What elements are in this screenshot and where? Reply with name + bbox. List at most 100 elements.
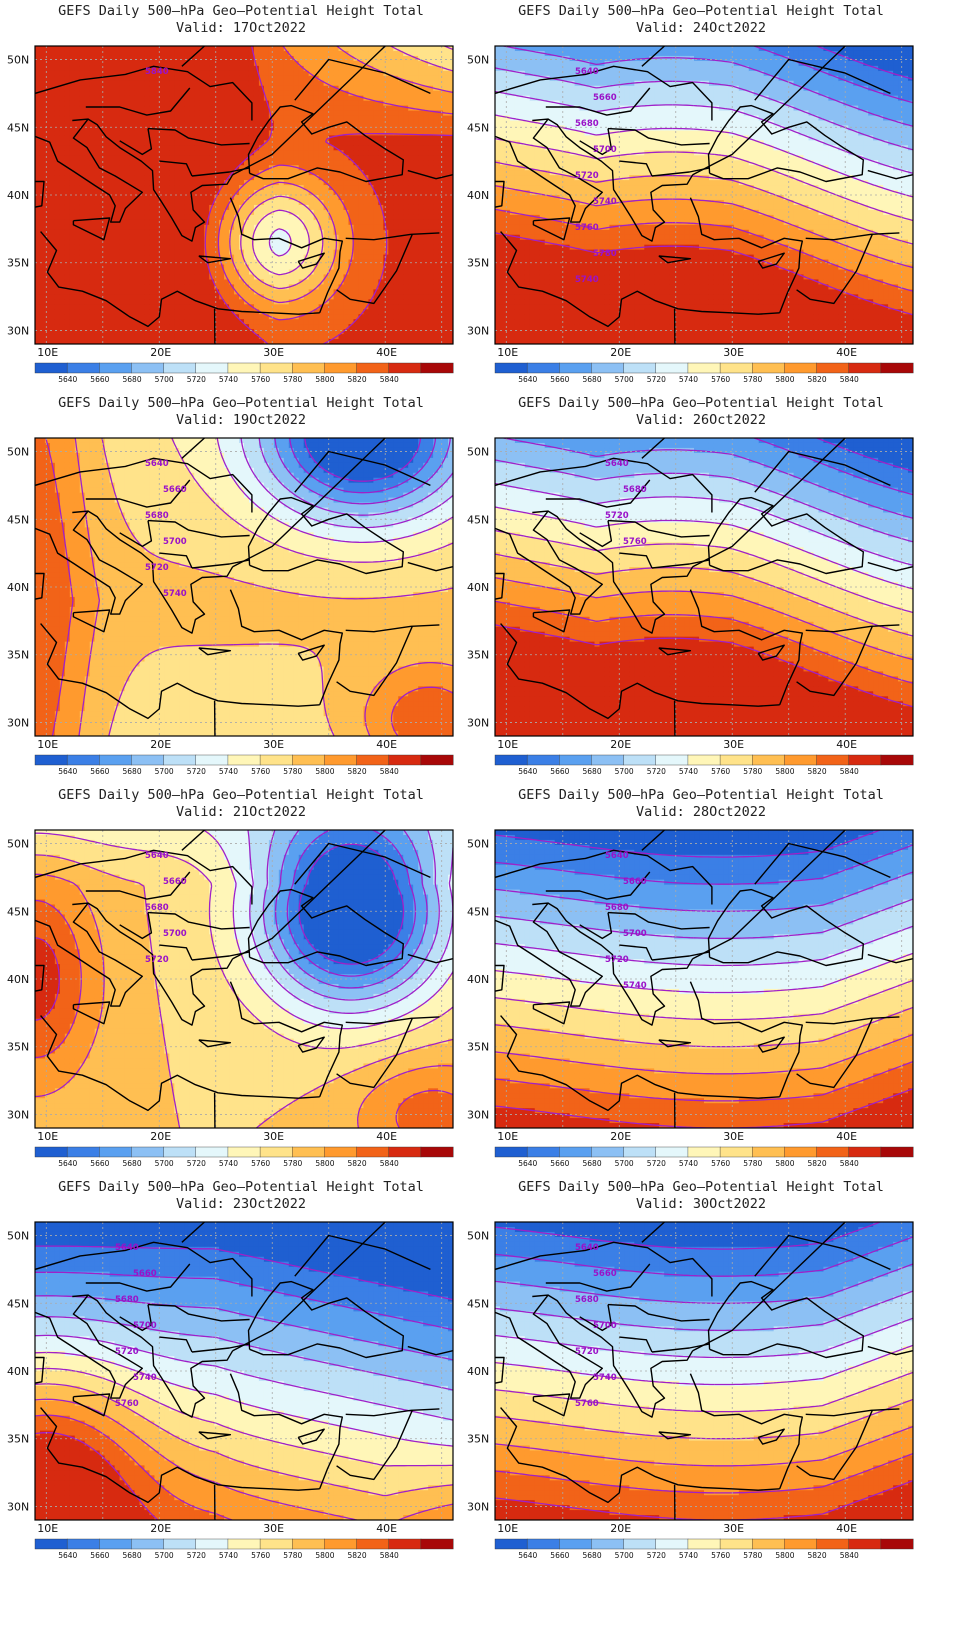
colorbar: 5640 5660 5680 5700 5720 5740 5760 5780 5800 5820… [494, 754, 914, 776]
colorbar: 5640 5660 5680 5700 5720 5740 5760 5780 5800 5820… [494, 362, 914, 384]
lat-tick-label: 50N [467, 838, 489, 851]
colorbar-label: 5640 [518, 767, 537, 776]
colorbar-label: 5740 [219, 767, 238, 776]
lon-tick-label: 20E [610, 1130, 631, 1143]
colorbar-label: 5660 [550, 1159, 569, 1168]
lat-tick-label: 45N [7, 905, 29, 918]
lat-tick-label: 40N [467, 1365, 489, 1378]
contour-label: 5740 [133, 1373, 157, 1383]
contour-label: 5700 [593, 145, 617, 155]
colorbar-label: 5660 [90, 1159, 109, 1168]
colorbar-swatch [388, 1538, 422, 1550]
contour-label: 5720 [115, 1347, 139, 1357]
map-panel: GEFS Daily 500–hPa Geo–Potential Height … [460, 784, 942, 1194]
colorbar: 5640 5660 5680 5700 5720 5740 5760 5780 5800 5820… [34, 1146, 454, 1168]
colorbar-swatch [719, 754, 753, 766]
colorbar-swatch [494, 1538, 528, 1550]
colorbar-swatch [195, 754, 229, 766]
colorbar-swatch [99, 1538, 132, 1550]
colorbar-swatch [526, 754, 560, 766]
colorbar-swatch [388, 754, 422, 766]
lon-tick-label: 20E [610, 1522, 631, 1535]
colorbar-swatch [420, 1538, 454, 1550]
colorbar-swatch [784, 362, 818, 374]
contour-labels: 5640 5680 5720 5760 [605, 459, 647, 547]
colorbar-label: 5680 [123, 1159, 142, 1168]
colorbar-swatch [623, 754, 657, 766]
colorbar-label: 5640 [58, 767, 77, 776]
map-plot: 5640 5680 5720 5760 10E 20E 30E 40E 50N 45N 40N 35N… [467, 437, 914, 776]
lat-tick-label: 50N [7, 446, 29, 459]
colorbar-label: 5740 [679, 1159, 698, 1168]
colorbar-label: 5800 [775, 1551, 794, 1560]
colorbar-label: 5800 [775, 767, 794, 776]
colorbar-label: 5760 [251, 767, 270, 776]
lat-tick-label: 45N [467, 1297, 489, 1310]
contour-label: 5740 [163, 589, 187, 599]
colorbar-swatch [559, 1146, 592, 1158]
lon-tick-label: 10E [37, 1130, 58, 1143]
lon-tick-label: 30E [723, 1522, 744, 1535]
colorbar-label: 5720 [647, 1551, 666, 1560]
colorbar-label: 5800 [315, 767, 334, 776]
plot-frame [34, 45, 454, 345]
colorbar-swatch [356, 1146, 390, 1158]
lon-tick-label: 10E [37, 738, 58, 751]
colorbar-swatch [494, 1146, 528, 1158]
colorbar-swatch [324, 754, 358, 766]
colorbar-swatch [880, 1538, 914, 1550]
panel-title: GEFS Daily 500–hPa Geo–Potential Height … [460, 787, 942, 803]
colorbar-label: 5680 [123, 767, 142, 776]
colorbar-swatch [195, 362, 229, 374]
lat-tick-label: 35N [7, 257, 29, 270]
colorbar-label: 5680 [123, 1551, 142, 1560]
colorbar-swatch [356, 754, 390, 766]
colorbar-label: 5660 [550, 375, 569, 384]
lat-tick-label: 40N [467, 581, 489, 594]
contour-label: 5640 [575, 1243, 599, 1253]
lon-tick-label: 10E [497, 1130, 518, 1143]
lon-tick-label: 10E [497, 1522, 518, 1535]
map-plot: 5640 5660 5680 5700 5720 5740 5760 10E 20E 30E 40E… [467, 1221, 914, 1560]
contour-label: 5720 [605, 511, 629, 521]
colorbar-label: 5760 [251, 1159, 270, 1168]
lon-tick-label: 30E [723, 738, 744, 751]
lat-tick-label: 50N [467, 1230, 489, 1243]
contour-label: 5720 [145, 955, 169, 965]
height-field [495, 46, 913, 344]
colorbar-swatch [131, 362, 165, 374]
colorbar-label: 5820 [348, 1551, 367, 1560]
panel-valid-date: Valid: 17Oct2022 [0, 20, 482, 36]
lat-tick-label: 30N [7, 717, 29, 730]
lon-tick-label: 20E [150, 1130, 171, 1143]
colorbar-label: 5740 [679, 375, 698, 384]
lat-tick-label: 40N [7, 1365, 29, 1378]
panel-valid-date: Valid: 28Oct2022 [460, 804, 942, 820]
contour-label: 5700 [133, 1321, 157, 1331]
contour-label: 5680 [575, 119, 599, 129]
colorbar-swatch [34, 1146, 68, 1158]
colorbar-swatch [655, 1146, 689, 1158]
colorbar-label: 5720 [647, 1159, 666, 1168]
axis-tick-labels: 10E 20E 30E 40E 50N 45N 40N 35N 30N [467, 1230, 857, 1536]
colorbar-label: 5720 [647, 375, 666, 384]
colorbar-label: 5700 [155, 375, 174, 384]
contour-label: 5700 [163, 929, 187, 939]
contour-labels: 5840 [145, 67, 169, 77]
colorbar-swatch [66, 754, 100, 766]
colorbar-label: 5820 [808, 767, 827, 776]
lon-tick-label: 40E [836, 1130, 857, 1143]
colorbar-swatch [34, 1538, 68, 1550]
colorbar-swatch [719, 1146, 753, 1158]
contour-label: 5640 [145, 459, 169, 469]
contour-label: 5740 [575, 275, 599, 285]
contour-label: 5700 [593, 1321, 617, 1331]
coastlines [495, 830, 913, 1128]
colorbar-swatch [752, 362, 785, 374]
contour-label: 5740 [593, 1373, 617, 1383]
colorbar-label: 5840 [840, 1159, 859, 1168]
colorbar-label: 5720 [187, 375, 206, 384]
colorbar-swatch [816, 362, 850, 374]
